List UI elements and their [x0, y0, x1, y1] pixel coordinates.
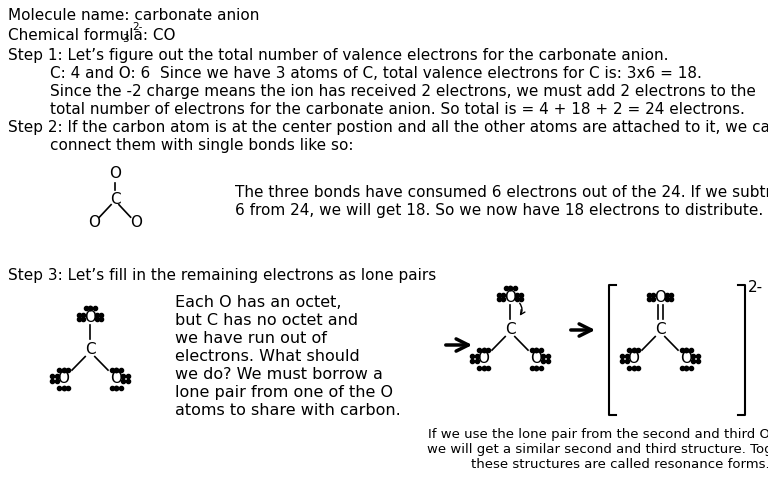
Text: total number of electrons for the carbonate anion. So total is = 4 + 18 + 2 = 24: total number of electrons for the carbon…	[50, 102, 745, 117]
Text: Step 3: Let’s fill in the remaining electrons as lone pairs: Step 3: Let’s fill in the remaining elec…	[8, 268, 436, 283]
Text: Chemical formula: CO: Chemical formula: CO	[8, 28, 176, 43]
Text: atoms to share with carbon.: atoms to share with carbon.	[175, 403, 401, 418]
Text: 2-: 2-	[748, 280, 763, 295]
Text: C: C	[505, 323, 515, 337]
Text: O: O	[654, 289, 666, 304]
Text: O: O	[680, 351, 693, 366]
Text: 2-: 2-	[132, 22, 142, 32]
Text: C: C	[110, 192, 121, 207]
Text: but C has no octet and: but C has no octet and	[175, 313, 358, 328]
Text: Molecule name: carbonate anion: Molecule name: carbonate anion	[8, 8, 260, 23]
Text: lone pair from one of the O: lone pair from one of the O	[175, 385, 393, 400]
FancyArrowPatch shape	[520, 303, 525, 314]
Text: O: O	[109, 167, 121, 181]
Text: 6 from 24, we will get 18. So we now have 18 electrons to distribute.: 6 from 24, we will get 18. So we now hav…	[235, 203, 763, 218]
Text: O: O	[531, 351, 542, 366]
Text: 3: 3	[122, 34, 128, 44]
Text: O: O	[504, 289, 516, 304]
Text: O: O	[131, 216, 142, 230]
Text: O: O	[88, 216, 100, 230]
Text: O: O	[111, 371, 122, 386]
Text: we have run out of: we have run out of	[175, 331, 327, 346]
Text: Each O has an octet,: Each O has an octet,	[175, 295, 342, 310]
Text: connect them with single bonds like so:: connect them with single bonds like so:	[50, 138, 353, 153]
Text: O: O	[478, 351, 490, 366]
Text: The three bonds have consumed 6 electrons out of the 24. If we subtract: The three bonds have consumed 6 electron…	[235, 185, 768, 200]
Text: Since the -2 charge means the ion has received 2 electrons, we must add 2 electr: Since the -2 charge means the ion has re…	[50, 84, 756, 99]
Text: O: O	[627, 351, 640, 366]
Text: C: C	[654, 323, 665, 337]
Text: Step 2: If the carbon atom is at the center postion and all the other atoms are : Step 2: If the carbon atom is at the cen…	[8, 120, 768, 135]
Text: electrons. What should: electrons. What should	[175, 349, 359, 364]
Text: O: O	[58, 371, 70, 386]
Text: O: O	[84, 310, 96, 324]
Text: we will get a similar second and third structure. Together,: we will get a similar second and third s…	[427, 443, 768, 456]
Text: we do? We must borrow a: we do? We must borrow a	[175, 367, 383, 382]
Text: If we use the lone pair from the second and third O atom,: If we use the lone pair from the second …	[428, 428, 768, 441]
Text: these structures are called resonance forms.: these structures are called resonance fo…	[471, 458, 768, 471]
Text: C: C	[84, 343, 95, 358]
Text: C: 4 and O: 6  Since we have 3 atoms of C, total valence electrons for C is: 3x6: C: 4 and O: 6 Since we have 3 atoms of C…	[50, 66, 702, 81]
Text: Step 1: Let’s figure out the total number of valence electrons for the carbonate: Step 1: Let’s figure out the total numbe…	[8, 48, 668, 63]
